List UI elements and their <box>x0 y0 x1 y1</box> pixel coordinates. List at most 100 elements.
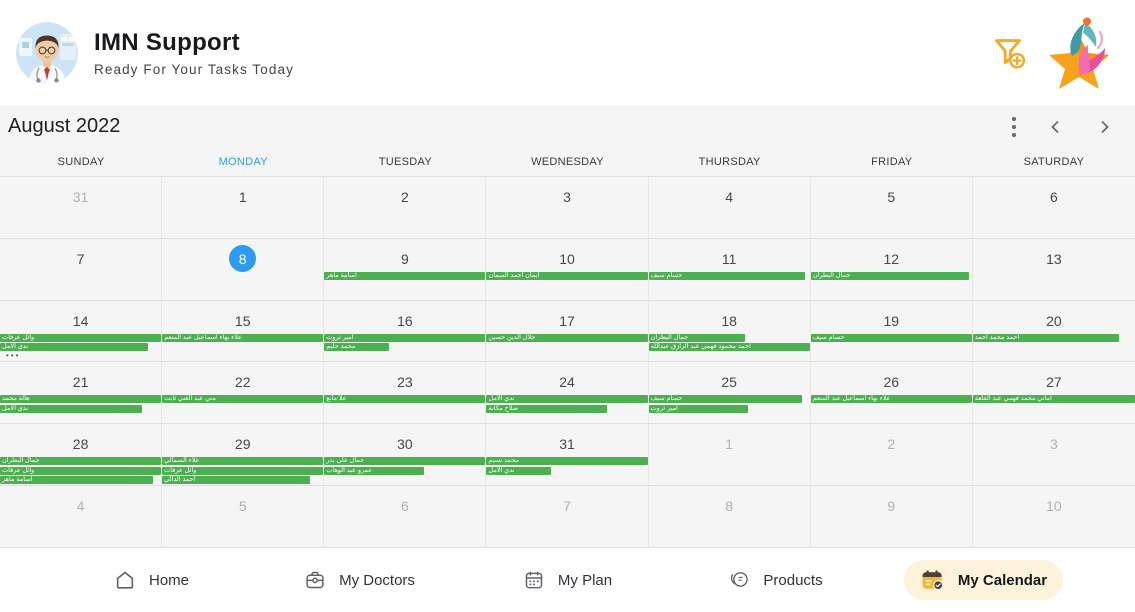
nav-item-my-plan[interactable]: My Plan <box>507 561 628 599</box>
day-cell-16[interactable]: 16 امير ثروت محمد حليم <box>324 300 487 362</box>
day-cell-9[interactable]: 9 اسامة ماهر <box>324 238 487 300</box>
day-cell-10[interactable]: 10 ايمان احمد السمان <box>486 238 649 300</box>
event-bar[interactable]: اسامة ماهر <box>324 271 486 280</box>
event-bar[interactable]: جمال البطران <box>648 333 746 342</box>
event-bar[interactable]: ندي الامل <box>0 343 149 352</box>
day-cell-21[interactable]: 21 هالة محمد ندي الامل <box>0 362 163 424</box>
doctor-avatar[interactable] <box>16 21 78 84</box>
next-month-icon[interactable] <box>1095 118 1113 136</box>
day-cell-30[interactable]: 30 جمال علي بدر عمرو عبد الوهاب <box>324 424 487 486</box>
event-bar[interactable]: امير ثروت <box>648 404 749 413</box>
day-cell-14[interactable]: 14 وائل عرفات ندي الامل ••• <box>0 300 163 362</box>
event-bar[interactable]: اسامة ماهر <box>0 476 154 485</box>
day-cell-3[interactable]: 3 <box>973 424 1135 485</box>
day-cell-5[interactable]: 5 <box>162 486 325 547</box>
header-text: IMN Support Ready For Your Tasks Today <box>94 29 294 77</box>
day-cell-19[interactable]: 19 حسام سيف <box>810 300 973 362</box>
weekday-thursday: THURSDAY <box>698 156 761 168</box>
day-number: 2 <box>400 189 409 205</box>
day-cell-22[interactable]: 22 مني عبد الغني ثابت <box>162 362 325 424</box>
event-bar[interactable]: محمد حليم <box>324 343 389 352</box>
event-bar[interactable]: علاء بهاء اسماعيل عبد المنعم <box>810 395 972 404</box>
event-bar[interactable]: ندي الامل <box>0 404 142 413</box>
event-bar[interactable]: وائل عرفات <box>0 333 162 342</box>
event-bar[interactable]: جمال علي بدر <box>324 457 486 466</box>
day-cell-23[interactable]: 23 علا مانع <box>324 362 487 424</box>
day-cell-11[interactable]: 11 حسام سيف <box>648 238 811 300</box>
event-bar[interactable]: عمرو عبد الوهاب <box>324 466 425 475</box>
day-cell-6[interactable]: 6 <box>324 486 487 547</box>
day-number: 25 <box>721 374 737 391</box>
prev-month-icon[interactable] <box>1047 118 1065 136</box>
day-cell-7[interactable]: 7 <box>486 486 649 547</box>
day-number: 10 <box>1046 498 1062 515</box>
day-cell-28[interactable]: 28 جمال البطران وائل عرفات اسامة ماهر <box>0 424 163 486</box>
day-cell-31[interactable]: 31 محمد نسيم ندي الامل <box>486 424 649 486</box>
day-cell-7[interactable]: 7 <box>0 238 163 300</box>
event-bar[interactable]: احمد محمد احمد <box>972 333 1119 342</box>
day-cell-12[interactable]: 12 جمال البطران <box>810 238 973 300</box>
event-bar[interactable]: جمال البطران <box>0 457 162 466</box>
event-bar[interactable]: اماني محمد فهمي عبد القلعة <box>972 395 1135 404</box>
day-cell-20[interactable]: 20 احمد محمد احمد <box>972 301 1135 362</box>
event-bar[interactable]: علاء السمالي <box>162 457 324 466</box>
more-options-icon[interactable] <box>1011 116 1017 138</box>
day-cell-17[interactable]: 17 جلال الدين حسين <box>486 300 649 362</box>
nav-item-home[interactable]: Home <box>98 561 205 599</box>
day-cell-29[interactable]: 29 علاء السمالي وائل عرفات احمد الدالي <box>162 424 325 486</box>
day-number: 3 <box>563 189 571 205</box>
event-bar[interactable]: محمد نسيم <box>486 457 648 466</box>
day-cell-10[interactable]: 10 <box>973 486 1135 547</box>
day-cell-1[interactable]: 1 <box>649 424 811 486</box>
day-cell-6[interactable]: 6 <box>973 177 1135 238</box>
event-bar[interactable]: حسام سيف <box>648 271 805 280</box>
event-bar[interactable]: ايمان احمد السمان <box>486 271 648 280</box>
day-cell-26[interactable]: 26 علاء بهاء اسماعيل عبد المنعم <box>810 362 973 424</box>
nav-item-my-calendar[interactable]: My Calendar <box>903 560 1064 600</box>
day-cell-4[interactable]: 4 <box>0 486 163 547</box>
day-number: 28 <box>72 436 89 453</box>
event-bar[interactable]: جلال الدين حسين <box>486 333 648 342</box>
event-bar[interactable]: احمد محمود فهمي عبد الرازق عبدالله <box>648 343 810 352</box>
day-cell-3[interactable]: 3 <box>486 177 649 238</box>
event-bar[interactable]: هالة محمد <box>0 395 162 404</box>
event-bar[interactable]: وائل عرفات <box>0 466 162 475</box>
calendar-actions <box>1011 116 1125 138</box>
day-cell-18[interactable]: 18 جمال البطران احمد محمود فهمي عبد الرازق… <box>648 300 811 362</box>
day-number: 12 <box>883 250 900 267</box>
event-bar[interactable]: حسام سيف <box>648 395 802 404</box>
day-cell-8[interactable]: 8 <box>162 238 325 300</box>
day-cell-13[interactable]: 13 <box>973 239 1135 300</box>
more-events-indicator[interactable]: ••• <box>6 350 21 360</box>
day-cell-1[interactable]: 1 <box>162 177 325 238</box>
event-bar[interactable]: علاء بهاء اسماعيل عبد المنعم <box>162 333 324 342</box>
event-bar[interactable]: جمال البطران <box>810 271 969 280</box>
day-cell-8[interactable]: 8 <box>649 486 811 547</box>
nav-item-products[interactable]: Products <box>712 561 838 599</box>
nav-item-my-doctors[interactable]: My Doctors <box>288 561 431 599</box>
day-cell-9[interactable]: 9 <box>811 486 973 547</box>
event-bar[interactable]: ندي الامل <box>486 395 648 404</box>
event-bar[interactable]: وائل عرفات <box>162 466 324 475</box>
day-number: 14 <box>72 312 89 329</box>
event-bar[interactable]: حسام سيف <box>810 333 972 342</box>
day-cell-2[interactable]: 2 <box>324 177 487 238</box>
day-cell-15[interactable]: 15 علاء بهاء اسماعيل عبد المنعم <box>162 300 325 362</box>
day-cell-4[interactable]: 4 <box>649 177 811 238</box>
day-number: 18 <box>721 312 737 329</box>
day-cell-25[interactable]: 25 حسام سيف امير ثروت <box>648 362 811 424</box>
event-bar[interactable]: صلاح مكانة <box>486 404 608 413</box>
day-cell-31[interactable]: 31 <box>0 177 163 238</box>
event-bar[interactable]: احمد الدالي <box>162 476 311 485</box>
day-cell-5[interactable]: 5 <box>811 177 973 238</box>
event-bar[interactable]: ندي الامل <box>486 466 551 475</box>
event-bar[interactable]: علا مانع <box>324 395 486 404</box>
weekday-monday: MONDAY <box>218 156 268 168</box>
day-cell-27[interactable]: 27 اماني محمد فهمي عبد القلعة <box>972 362 1135 423</box>
day-cell-2[interactable]: 2 <box>811 424 973 486</box>
filter-add-icon[interactable] <box>987 31 1031 75</box>
event-bar[interactable]: امير ثروت <box>324 333 486 342</box>
day-cell-24[interactable]: 24 ندي الامل صلاح مكانة <box>486 362 649 424</box>
selected-day-badge[interactable]: 8 <box>229 245 257 273</box>
event-bar[interactable]: مني عبد الغني ثابت <box>162 395 324 404</box>
